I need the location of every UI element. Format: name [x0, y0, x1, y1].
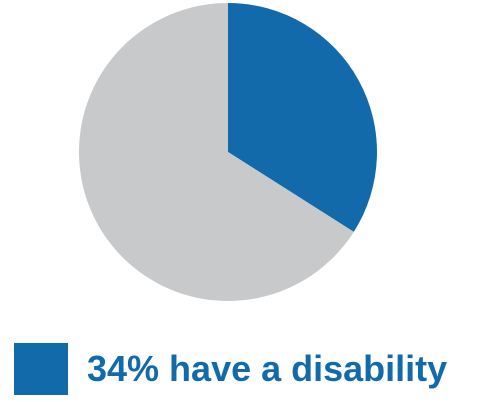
pie-slice-1 — [78, 3, 354, 301]
legend-swatch — [14, 343, 68, 395]
legend-label: 34% have a disability — [87, 348, 448, 389]
chart-legend: 34% have a disability — [14, 343, 447, 395]
pie-slice-0 — [228, 3, 377, 232]
